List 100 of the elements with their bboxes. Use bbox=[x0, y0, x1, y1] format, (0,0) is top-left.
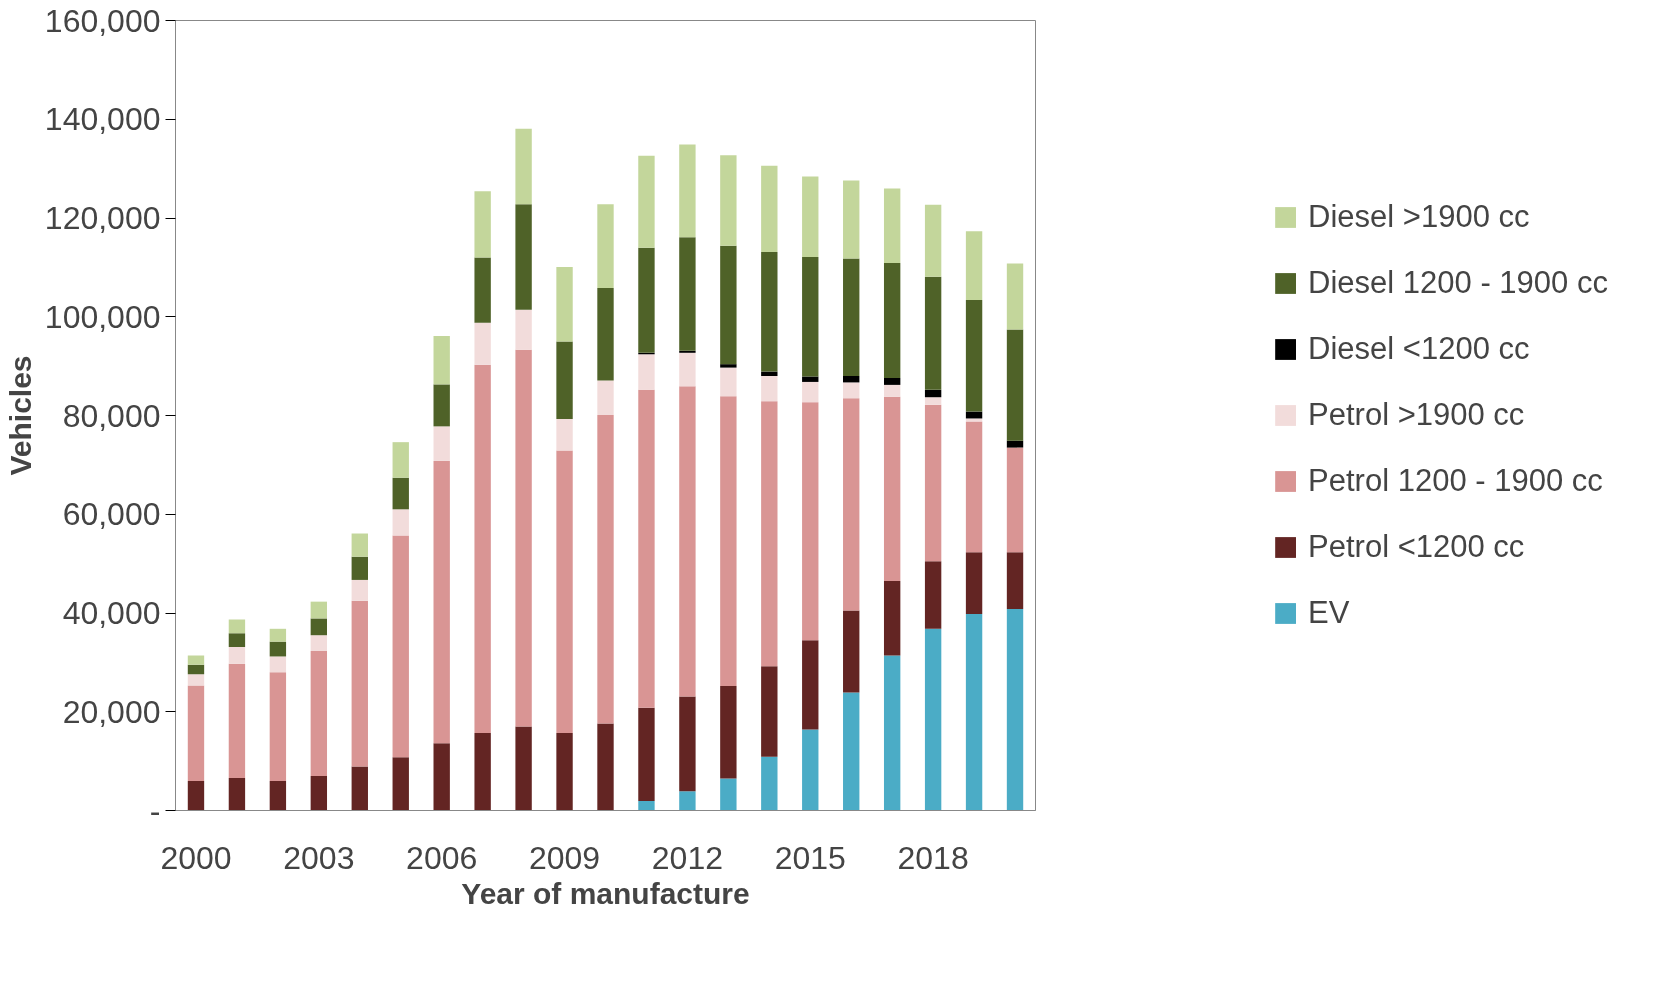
bar bbox=[720, 364, 737, 368]
x-tick-label: 2012 bbox=[651, 839, 723, 876]
bar bbox=[720, 686, 737, 779]
bar bbox=[597, 415, 614, 724]
bar bbox=[515, 204, 532, 310]
bar bbox=[883, 396, 901, 581]
bar bbox=[392, 757, 409, 811]
bar bbox=[965, 552, 983, 614]
bar bbox=[392, 509, 409, 536]
x-tick-label: 2003 bbox=[283, 839, 355, 876]
bar bbox=[310, 635, 328, 652]
bar bbox=[883, 580, 901, 656]
bar bbox=[187, 674, 205, 686]
bar bbox=[924, 561, 942, 629]
legend-label: Petrol 1200 - 1900 cc bbox=[1308, 463, 1603, 499]
bar bbox=[965, 299, 983, 412]
bar bbox=[474, 732, 491, 811]
bar bbox=[187, 685, 205, 781]
bar bbox=[843, 382, 860, 399]
bar bbox=[228, 777, 246, 811]
bar bbox=[802, 381, 819, 403]
bar bbox=[802, 376, 819, 382]
bar bbox=[556, 341, 573, 419]
bar bbox=[720, 245, 737, 365]
legend-label: Diesel >1900 cc bbox=[1308, 199, 1530, 235]
bar bbox=[965, 231, 983, 300]
bar bbox=[720, 778, 737, 811]
y-tick-label: 100,000 bbox=[44, 298, 161, 335]
bar bbox=[392, 477, 409, 510]
bar bbox=[1006, 440, 1024, 448]
bar bbox=[556, 732, 573, 811]
y-tick-label: 20,000 bbox=[62, 693, 161, 730]
bar bbox=[679, 791, 696, 811]
bar bbox=[515, 128, 532, 205]
bar bbox=[761, 371, 778, 376]
bar bbox=[351, 533, 368, 557]
bar bbox=[965, 418, 983, 422]
y-tick-label: 160,000 bbox=[44, 2, 161, 39]
bar bbox=[720, 396, 737, 687]
bar bbox=[883, 655, 901, 811]
bar bbox=[515, 349, 532, 727]
bar bbox=[843, 180, 860, 259]
y-tick-label: 140,000 bbox=[44, 101, 161, 138]
bar bbox=[187, 655, 205, 665]
x-tick-label: 2015 bbox=[774, 839, 846, 876]
bar bbox=[1006, 447, 1024, 553]
bar bbox=[269, 641, 287, 657]
bar bbox=[679, 386, 696, 697]
bar bbox=[310, 651, 328, 776]
bar bbox=[269, 780, 287, 811]
bar bbox=[638, 707, 655, 802]
bar bbox=[843, 398, 860, 611]
bar bbox=[433, 336, 450, 385]
bar bbox=[883, 384, 901, 397]
x-tick-label: 2006 bbox=[406, 839, 478, 876]
bar bbox=[1006, 329, 1024, 441]
bar bbox=[433, 384, 450, 427]
bar bbox=[269, 656, 287, 673]
x-axis-title: Year of manufacture bbox=[461, 876, 750, 910]
bar bbox=[433, 426, 450, 461]
bar bbox=[761, 252, 778, 372]
bar bbox=[474, 364, 491, 733]
x-tick-label: 2018 bbox=[897, 839, 969, 876]
y-tick-label: - bbox=[149, 792, 161, 829]
bar bbox=[720, 155, 737, 246]
bar bbox=[679, 144, 696, 238]
bar bbox=[269, 672, 287, 781]
bar bbox=[924, 397, 942, 405]
bar bbox=[638, 247, 655, 353]
bar bbox=[883, 262, 901, 378]
bar bbox=[761, 165, 778, 253]
bar bbox=[597, 380, 614, 416]
bar bbox=[802, 176, 819, 258]
bar bbox=[761, 666, 778, 757]
bar bbox=[802, 729, 819, 811]
bar bbox=[1006, 552, 1024, 610]
bar bbox=[679, 352, 696, 387]
y-tick-label: 40,000 bbox=[62, 595, 161, 631]
bar bbox=[802, 257, 819, 377]
bar bbox=[679, 237, 696, 351]
bar bbox=[187, 664, 205, 675]
bar bbox=[556, 418, 573, 451]
bar bbox=[924, 389, 942, 398]
bar bbox=[310, 618, 328, 636]
bar bbox=[802, 640, 819, 730]
bar bbox=[269, 628, 287, 642]
bar bbox=[310, 601, 328, 619]
bar bbox=[351, 766, 368, 811]
legend-label: Petrol >1900 cc bbox=[1308, 397, 1525, 433]
bar bbox=[351, 556, 368, 580]
bar bbox=[720, 367, 737, 397]
bar bbox=[515, 726, 532, 811]
bar bbox=[597, 288, 614, 381]
bar bbox=[761, 401, 778, 667]
bar bbox=[556, 450, 573, 733]
bar bbox=[843, 376, 860, 383]
bar bbox=[883, 377, 901, 385]
bar bbox=[228, 619, 246, 634]
bar bbox=[843, 610, 860, 693]
bar bbox=[924, 404, 942, 562]
